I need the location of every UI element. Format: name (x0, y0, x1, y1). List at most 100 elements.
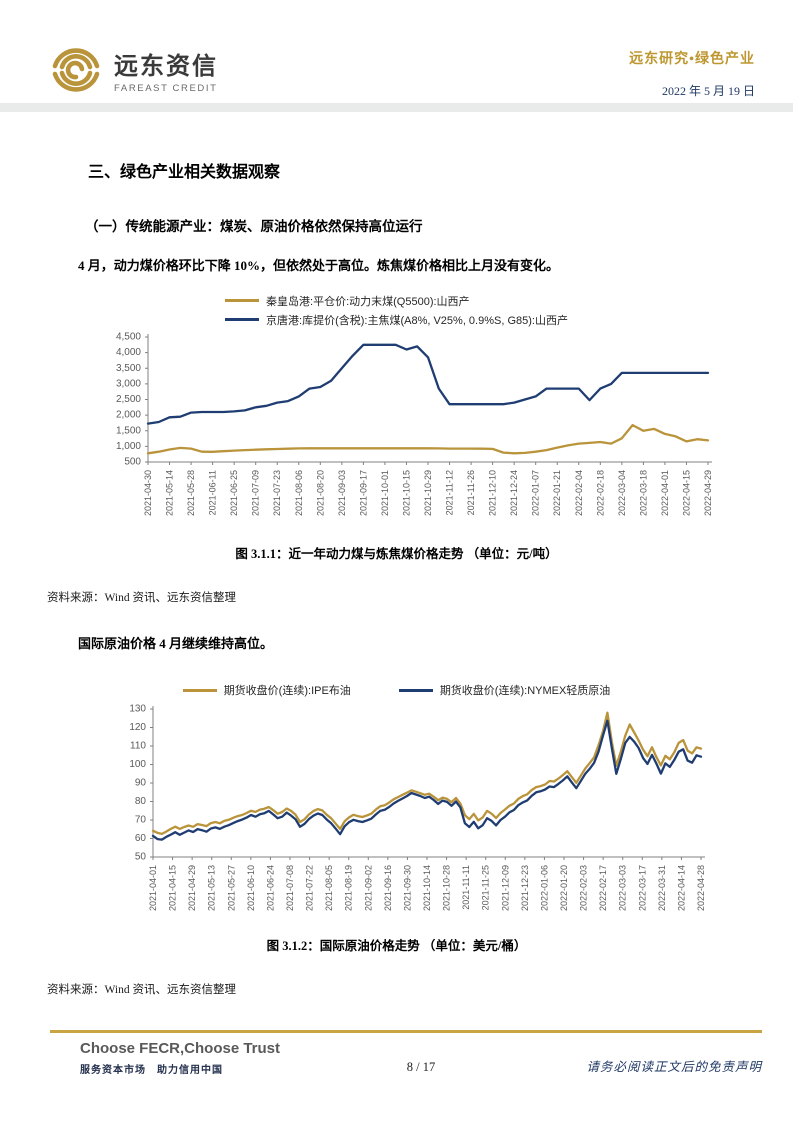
footer-disclaimer: 请务必阅读正文后的免责声明 (586, 1060, 763, 1074)
x-tick-label: 2021-07-09 (250, 470, 260, 516)
y-tick-label: 50 (134, 852, 146, 863)
footer-slogan-cn: 服务资本市场 助力信用中国 (80, 1065, 223, 1076)
legend-swatch (225, 299, 260, 302)
series-line-0 (151, 711, 702, 836)
x-tick-label: 2022-01-21 (552, 470, 562, 516)
x-tick-label: 2021-11-12 (444, 470, 454, 515)
report-series-label: 远东研究•绿色产业 (629, 52, 755, 67)
fareast-credit-logo-icon (52, 48, 100, 92)
figure1-source: 资料来源：Wind 资讯、远东资信整理 (47, 591, 236, 604)
legend-item-1: 期货收盘价(连续):NYMEX轻质原油 (398, 682, 610, 698)
legend-label: 京唐港:库提价(含税):主焦煤(A8%, V25%, 0.9%S, G85):山… (266, 314, 568, 327)
x-tick-label: 2021-09-02 (363, 865, 373, 911)
coal-price-chart: 500 1,000 1,500 2,000 2,500 3,000 3,500 4,000 4,… (115, 331, 713, 516)
y-tick-label: 120 (129, 722, 146, 733)
page-number: 8 / 17 (406, 1060, 436, 1074)
x-tick-label: 2022-04-29 (703, 470, 713, 516)
x-tick-label: 2021-10-14 (422, 865, 432, 911)
y-tick-label: 4,000 (115, 347, 140, 358)
x-tick-label: 2021-07-23 (272, 470, 282, 516)
header-divider-band (0, 103, 793, 112)
x-tick-label: 2021-09-17 (358, 470, 368, 516)
oil-price-chart: 50 60 70 80 90 100 110 120 130 2021-04-01 2021-04-… (129, 704, 706, 912)
y-tick-label: 1,500 (115, 425, 140, 436)
logo-text: 远东资信 FAREAST CREDIT (114, 46, 218, 94)
x-tick-label: 2021-12-23 (519, 865, 529, 911)
legend-swatch (182, 688, 217, 692)
x-tick-label: 2021-10-01 (379, 470, 389, 516)
x-tick-label: 2021-10-29 (423, 470, 433, 516)
x-tick-label: 2021-08-20 (315, 470, 325, 516)
y-tick-label: 4,500 (115, 331, 140, 342)
paragraph-coal: 4 月，动力煤价格环比下降 10%，但依然处于高位。炼焦煤价格相比上月没有变化。 (78, 258, 560, 273)
logo-en: FAREAST CREDIT (114, 83, 218, 94)
x-tick-label: 2021-05-14 (164, 470, 174, 516)
legend-label: 秦皇岛港:平仓价:动力末煤(Q5500):山西产 (266, 295, 470, 308)
y-tick-label: 2,000 (115, 409, 140, 420)
x-tick-label: 2021-09-03 (336, 470, 346, 516)
x-tick-label: 2021-04-30 (143, 470, 153, 516)
x-tick-label: 2021-06-25 (229, 470, 239, 516)
y-tick-label: 60 (134, 833, 146, 844)
x-tick-label: 2021-12-09 (500, 865, 510, 911)
y-tick-label: 100 (129, 759, 146, 770)
figure2-caption: 图 3.1.2：国际原油价格走势 （单位：美元/桶） (266, 939, 527, 953)
y-tick-label: 500 (124, 456, 141, 467)
x-tick-label: 2021-10-15 (401, 470, 411, 516)
header: 远东资信 FAREAST CREDIT (48, 42, 218, 98)
figure2-source: 资料来源：Wind 资讯、远东资信整理 (47, 984, 236, 996)
x-tick-label: 2021-04-15 (167, 865, 177, 911)
x-tick-label: 2022-04-14 (676, 865, 686, 911)
x-tick-label: 2022-04-15 (681, 470, 691, 516)
y-tick-label: 3,500 (115, 362, 140, 373)
x-tick-label: 2022-01-06 (539, 865, 549, 911)
legend-label: 期货收盘价(连续):IPE布油 (223, 685, 351, 697)
y-tick-label: 110 (130, 741, 146, 752)
x-tick-label: 2021-04-29 (187, 865, 197, 911)
x-tick-label: 2022-02-17 (598, 865, 608, 911)
x-tick-label: 2021-07-08 (285, 865, 295, 911)
x-tick-label: 2022-01-07 (530, 470, 540, 516)
x-tick-label: 2021-07-22 (304, 865, 314, 911)
x-tick-label: 2022-02-18 (595, 470, 605, 516)
x-tick-label: 2021-09-30 (402, 865, 412, 911)
paragraph-oil: 国际原油价格 4 月继续维持高位。 (78, 635, 274, 651)
x-tick-label: 2022-04-01 (659, 470, 669, 516)
y-tick-label: 70 (134, 815, 146, 826)
x-tick-label: 2022-03-17 (637, 865, 647, 911)
figure1-caption: 图 3.1.1：近一年动力煤与炼焦煤价格走势 （单位：元/吨） (235, 546, 558, 561)
legend-swatch (398, 688, 433, 692)
x-tick-label: 2021-12-24 (509, 470, 519, 516)
section-heading: 三、绿色产业相关数据观察 (88, 164, 281, 181)
x-tick-label: 2022-01-20 (559, 865, 569, 911)
x-tick-label: 2021-06-24 (265, 865, 275, 911)
y-tick-label: 80 (134, 796, 146, 807)
report-date: 2022 年 5 月 19 日 (661, 84, 755, 98)
x-tick-label: 2021-05-28 (186, 470, 196, 516)
series-line-1 (146, 343, 709, 425)
legend-item-0: 秦皇岛港:平仓价:动力末煤(Q5500):山西产 (225, 293, 568, 309)
x-tick-label: 2021-05-13 (206, 865, 216, 911)
y-tick-label: 90 (134, 778, 146, 789)
x-tick-label: 2021-08-05 (324, 865, 334, 911)
series-line-1 (151, 719, 702, 841)
footer-left: Choose FECR,Choose Trust 服务资本市场 助力信用中国 (80, 1040, 407, 1076)
y-tick-label: 1,000 (115, 440, 140, 451)
footer-slogan-en: Choose FECR,Choose Trust (80, 1040, 281, 1057)
x-tick-label: 2022-02-04 (573, 470, 583, 516)
logo-cn: 远东资信 (114, 53, 218, 80)
y-tick-label: 2,500 (115, 394, 140, 405)
x-tick-label: 2021-06-10 (245, 865, 255, 911)
x-tick-label: 2021-11-25 (480, 865, 490, 910)
x-tick-label: 2022-03-18 (638, 470, 648, 516)
legend-item-1: 京唐港:库提价(含税):主焦煤(A8%, V25%, 0.9%S, G85):山… (225, 312, 568, 328)
x-tick-label: 2021-06-11 (207, 470, 217, 515)
x-tick-label: 2021-09-16 (382, 865, 392, 911)
header-right: 远东研究•绿色产业 2022 年 5 月 19 日 (629, 48, 755, 99)
legend-item-0: 期货收盘价(连续):IPE布油 (182, 682, 351, 698)
content: 三、绿色产业相关数据观察 （一）传统能源产业：煤炭、原油价格依然保持高位运行 4… (0, 112, 793, 997)
x-tick-label: 2021-11-26 (466, 470, 476, 515)
footer-divider (50, 1030, 762, 1033)
x-tick-label: 2021-08-19 (343, 865, 353, 911)
